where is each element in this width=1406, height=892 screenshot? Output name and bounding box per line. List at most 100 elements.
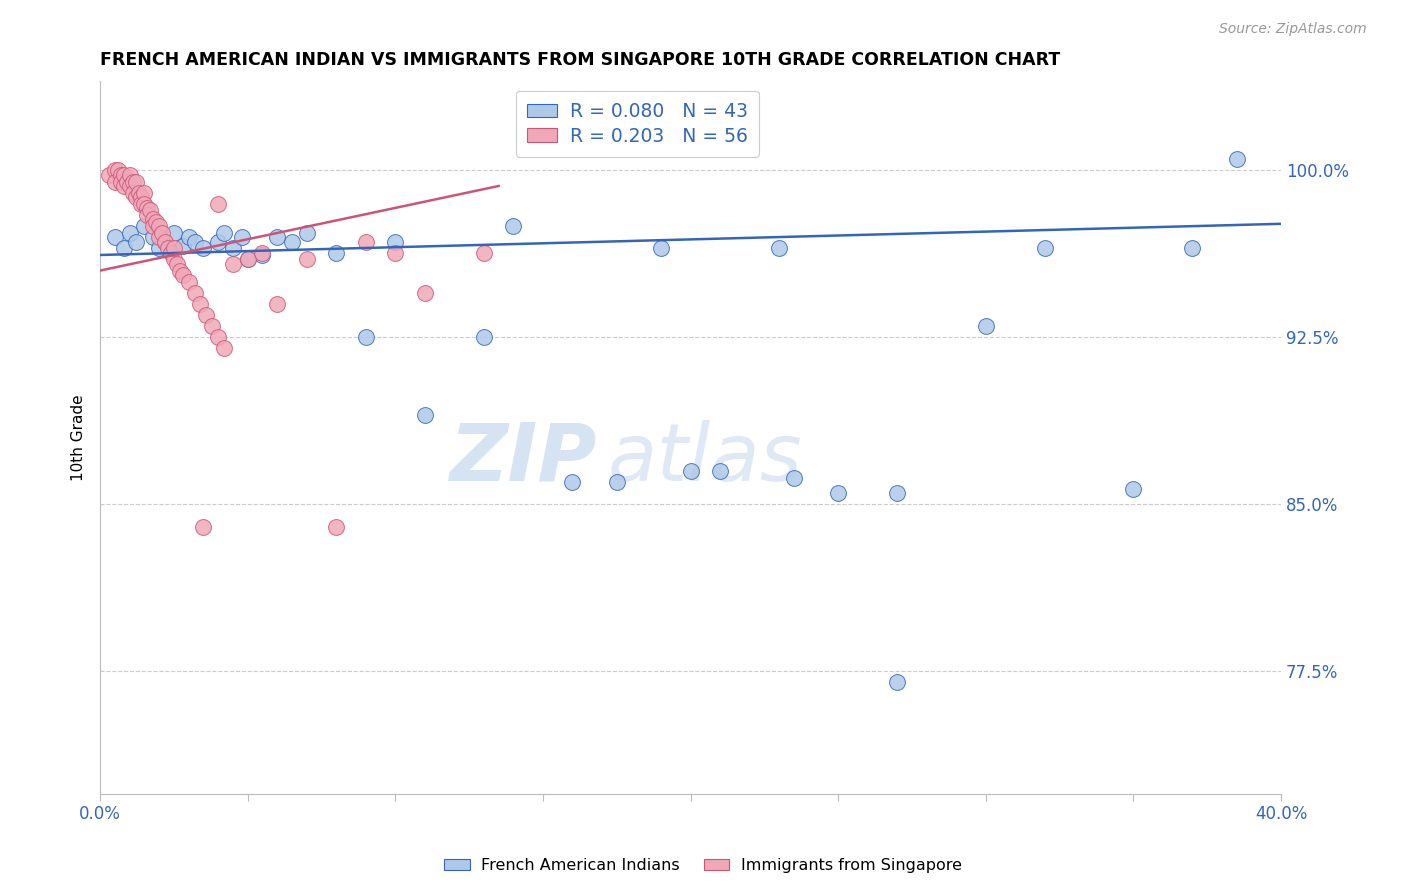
- Point: [148, 230, 170, 244]
- Point: [183, 235, 205, 249]
- Point: [134, 196, 156, 211]
- Point: [472, 245, 495, 260]
- Point: [115, 174, 138, 188]
- Point: [1122, 482, 1144, 496]
- Point: [281, 235, 304, 249]
- Point: [266, 297, 288, 311]
- Point: [177, 275, 200, 289]
- Point: [163, 226, 186, 240]
- Point: [121, 174, 143, 188]
- Point: [222, 257, 245, 271]
- Text: atlas: atlas: [607, 420, 803, 498]
- Point: [502, 219, 524, 233]
- Point: [768, 241, 790, 255]
- Point: [295, 226, 318, 240]
- Point: [606, 475, 628, 489]
- Point: [354, 235, 377, 249]
- Point: [118, 168, 141, 182]
- Point: [266, 230, 288, 244]
- Point: [131, 190, 153, 204]
- Point: [207, 330, 229, 344]
- Point: [886, 486, 908, 500]
- Point: [827, 486, 849, 500]
- Point: [136, 201, 159, 215]
- Point: [153, 235, 176, 249]
- Point: [104, 230, 127, 244]
- Point: [252, 248, 274, 262]
- Point: [172, 239, 194, 253]
- Point: [124, 174, 146, 188]
- Point: [112, 168, 135, 182]
- Point: [561, 475, 583, 489]
- Text: ZIP: ZIP: [449, 420, 596, 498]
- Point: [163, 241, 186, 255]
- Legend: French American Indians, Immigrants from Singapore: French American Indians, Immigrants from…: [439, 852, 967, 880]
- Point: [384, 245, 406, 260]
- Point: [110, 174, 132, 188]
- Point: [190, 297, 212, 311]
- Point: [413, 409, 436, 423]
- Point: [236, 252, 259, 267]
- Point: [121, 186, 143, 200]
- Point: [212, 342, 235, 356]
- Point: [709, 464, 731, 478]
- Point: [679, 464, 702, 478]
- Point: [413, 285, 436, 300]
- Point: [124, 235, 146, 249]
- Point: [212, 226, 235, 240]
- Point: [145, 214, 167, 228]
- Legend: R = 0.080   N = 43, R = 0.203   N = 56: R = 0.080 N = 43, R = 0.203 N = 56: [516, 91, 759, 157]
- Point: [1226, 153, 1249, 167]
- Point: [163, 252, 186, 267]
- Y-axis label: 10th Grade: 10th Grade: [72, 394, 86, 481]
- Point: [207, 235, 229, 249]
- Point: [169, 263, 191, 277]
- Point: [472, 330, 495, 344]
- Text: FRENCH AMERICAN INDIAN VS IMMIGRANTS FROM SINGAPORE 10TH GRADE CORRELATION CHART: FRENCH AMERICAN INDIAN VS IMMIGRANTS FRO…: [100, 51, 1060, 69]
- Point: [139, 203, 162, 218]
- Point: [172, 268, 194, 282]
- Point: [118, 226, 141, 240]
- Point: [201, 319, 224, 334]
- Point: [295, 252, 318, 267]
- Point: [1033, 241, 1056, 255]
- Point: [650, 241, 672, 255]
- Point: [148, 241, 170, 255]
- Point: [153, 235, 176, 249]
- Point: [236, 252, 259, 267]
- Point: [104, 174, 127, 188]
- Point: [1181, 241, 1204, 255]
- Point: [166, 257, 188, 271]
- Point: [231, 230, 253, 244]
- Point: [104, 163, 127, 178]
- Point: [974, 319, 997, 334]
- Point: [177, 230, 200, 244]
- Point: [110, 168, 132, 182]
- Point: [384, 235, 406, 249]
- Point: [142, 230, 165, 244]
- Point: [252, 245, 274, 260]
- Point: [112, 241, 135, 255]
- Point: [325, 519, 347, 533]
- Point: [325, 245, 347, 260]
- Point: [222, 241, 245, 255]
- Point: [195, 308, 218, 322]
- Point: [150, 226, 173, 240]
- Text: Source: ZipAtlas.com: Source: ZipAtlas.com: [1219, 22, 1367, 37]
- Point: [193, 519, 215, 533]
- Point: [183, 285, 205, 300]
- Point: [160, 245, 183, 260]
- Point: [193, 241, 215, 255]
- Point: [783, 470, 806, 484]
- Point: [142, 219, 165, 233]
- Point: [112, 178, 135, 193]
- Point: [131, 196, 153, 211]
- Point: [98, 168, 121, 182]
- Point: [148, 219, 170, 233]
- Point: [124, 190, 146, 204]
- Point: [354, 330, 377, 344]
- Point: [134, 186, 156, 200]
- Point: [134, 219, 156, 233]
- Point: [128, 186, 150, 200]
- Point: [207, 196, 229, 211]
